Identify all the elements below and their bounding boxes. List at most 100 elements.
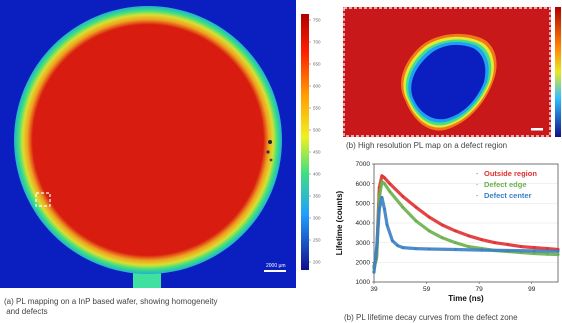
data-point [380,196,384,199]
defect-core [411,44,486,120]
data-point [414,205,418,209]
data-point [396,244,399,247]
data-point [380,174,384,178]
data-point [480,248,484,252]
colorbar-tick-label: 300 [313,216,321,221]
wafer-defect-dot [266,150,270,154]
x-tick-label: 39 [370,286,378,293]
wafer-defect-dot [269,158,273,162]
colorbar-tick-label: 450 [313,150,321,155]
data-point [401,205,405,209]
panel-a-caption: (a) PL mapping on a InP based wafer, sho… [4,297,334,317]
scale-bar [264,270,286,272]
data-point [383,176,386,180]
data-point [401,246,405,249]
data-point [427,247,431,251]
data-point [377,196,381,199]
x-tick-label: 99 [528,286,536,293]
data-point [556,250,560,253]
y-tick-label: 2000 [356,260,371,267]
y-axis-label: Lifetime (counts) [335,190,344,255]
y-axis-ticks: 1000 2000 3000 4000 5000 6000 7000 [356,161,374,286]
y-tick-label: 3000 [356,240,371,247]
data-point [454,241,457,244]
data-point [454,229,457,233]
data-point [546,252,549,256]
legend-label: Defect edge [484,180,527,189]
data-point [427,229,431,233]
colorbar-tick-label: 550 [313,106,321,111]
colorbar-tick-label: 750 [313,18,321,23]
colorbar-tick-label: 500 [313,128,321,133]
legend-marker: - [476,182,479,189]
data-point [380,180,384,183]
data-point [467,234,470,238]
colorbar-tick-label: 700 [313,40,321,45]
x-tick-label: 59 [423,286,431,293]
data-point [506,243,510,246]
data-point [383,207,386,211]
data-point [372,270,376,274]
data-point [454,248,457,251]
series-layer [372,174,560,274]
series-line [372,195,560,274]
data-point [377,207,381,211]
legend-marker: - [476,171,479,178]
data-point [414,219,418,223]
data-point [533,249,536,253]
data-point [441,236,444,240]
data-point [441,223,444,227]
data-point [467,245,470,248]
data-point [493,241,497,244]
data-point [383,182,386,185]
data-point [388,182,392,185]
wafer-pl-map: 2000 µm 750 700 650 600 550 500 450 400 350 300 25… [0,0,321,288]
defect-map-dashed-border [343,7,551,137]
colorbar-tick-label: 400 [313,172,321,177]
defect-pl-map [343,7,561,137]
data-point [506,249,510,252]
chart-gridlines [374,163,558,283]
x-axis-ticks: 39 59 79 99 [370,282,536,293]
y-tick-label: 1000 [356,279,371,286]
colorbar-tick-label: 600 [313,84,321,89]
data-point [427,215,431,219]
scale-bar-label: 2000 µm [266,263,286,269]
panel-a-caption-line2: and defects [4,307,48,316]
legend-label: Defect center [484,191,532,200]
x-axis-label: Time (ns) [448,294,484,303]
wafer-defect-dot [268,140,272,144]
y-tick-label: 7000 [356,161,371,168]
data-point [533,246,536,249]
colorbar-ticks: 750 700 650 600 550 500 450 400 350 300 250 200 [309,18,321,265]
defect-map-colorbar [555,7,561,137]
legend-marker: - [476,193,479,200]
colorbar-tick-label: 250 [313,238,321,243]
data-point [519,245,523,248]
data-point [414,247,418,250]
data-point [385,223,389,227]
y-tick-label: 6000 [356,181,371,188]
legend-label: Outside region [484,169,537,178]
data-point [533,252,536,255]
data-point [546,247,549,250]
data-point [480,238,484,242]
y-tick-label: 5000 [356,201,371,208]
wafer-disc [14,6,282,274]
legend: - Outside region- Defect edge- Defect cente… [476,169,537,200]
defect-map-scale-bar [531,128,543,131]
y-tick-label: 4000 [356,220,371,227]
colorbar-tick-label: 200 [313,260,321,265]
colorbar-tick-label: 650 [313,62,321,67]
data-point [391,239,394,242]
chart-caption: (b) PL lifetime decay curves from the de… [344,313,518,322]
panel-a-caption-line1: (a) PL mapping on a InP based wafer, sho… [4,297,218,306]
colorbar [301,14,309,270]
defect-marker-box [35,192,51,207]
data-point [556,253,560,256]
data-point [388,190,392,193]
data-point [375,247,378,250]
panel-b-map-caption: (b) High resolution PL map on a defect r… [346,141,508,150]
colorbar-tick-label: 350 [313,194,321,199]
